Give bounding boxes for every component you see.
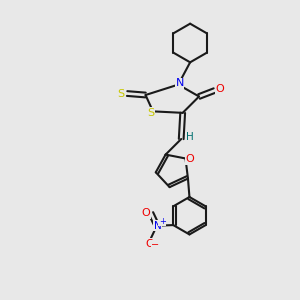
Text: N: N [176, 78, 184, 88]
Text: N: N [154, 221, 161, 231]
Text: O: O [186, 154, 194, 164]
Text: O: O [215, 84, 224, 94]
Text: H: H [186, 132, 194, 142]
Text: +: + [159, 217, 166, 226]
Text: O: O [145, 238, 154, 248]
Text: S: S [147, 108, 154, 118]
Text: O: O [141, 208, 150, 218]
Text: −: − [151, 240, 160, 250]
Text: S: S [118, 88, 125, 98]
